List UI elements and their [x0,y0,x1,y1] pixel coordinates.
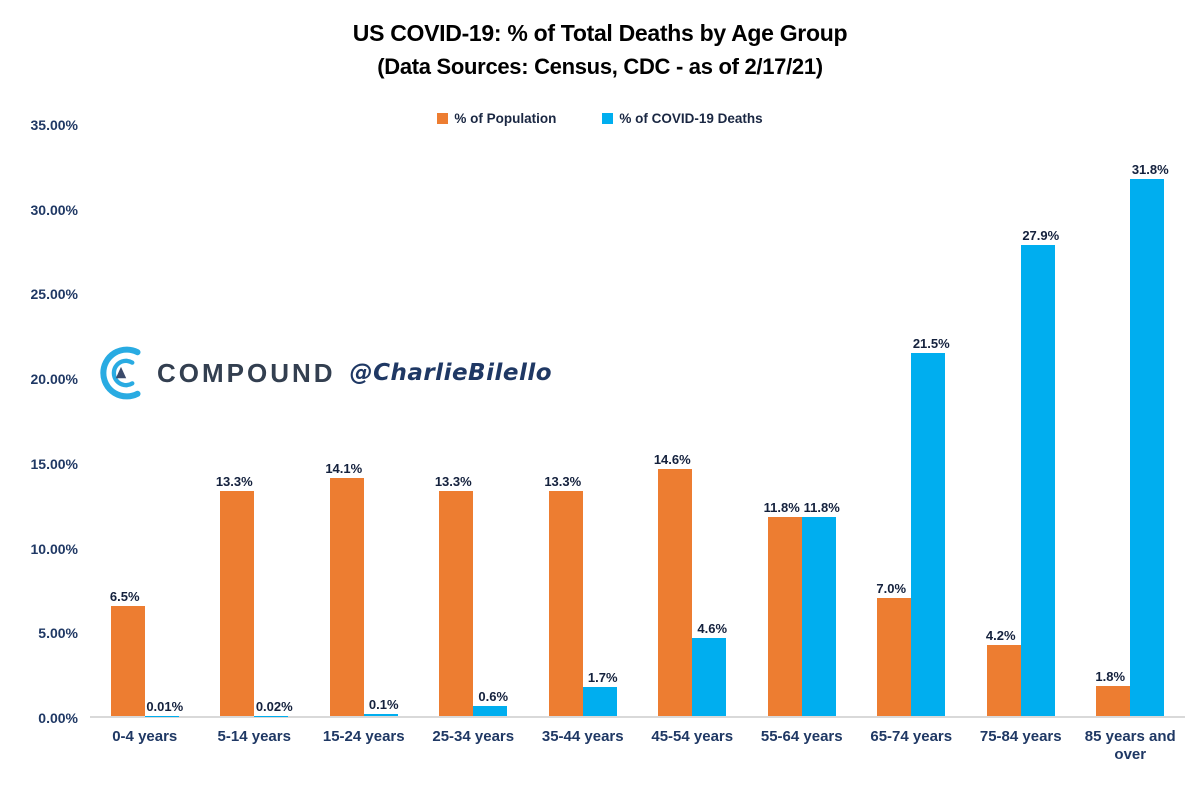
watermark: COMPOUND @CharlieBilello [95,344,552,402]
deaths-bar: 4.6% [692,622,727,716]
y-tick-label: 5.00% [38,625,78,642]
data-label: 4.6% [697,621,728,637]
deaths-bar: 31.8% [1130,163,1169,716]
bar-group: 14.1% 0.1% [309,125,419,716]
chart-subtitle: (Data Sources: Census, CDC - as of 2/17/… [377,54,823,79]
chart-title: US COVID-19: % of Total Deaths by Age Gr… [352,20,848,46]
y-axis: 0.00% 5.00% 10.00% 15.00% 20.00% 25.00% 30.00%… [0,117,78,726]
population-bar: 13.3% [216,475,255,716]
population-bar: 4.2% [986,629,1021,716]
deaths-bar: 0.6% [473,690,508,716]
population-bar: 6.5% [110,590,145,716]
data-label: 11.8% [803,499,840,515]
data-label: 0.1% [368,697,399,713]
population-bar: 11.8% [764,501,802,716]
data-label: 0.02% [255,698,293,714]
data-label: 13.3% [434,474,472,490]
bar-group: 13.3% 1.7% [528,125,638,716]
bar-group: 6.5% 0.01% [90,125,200,716]
data-label: 1.7% [587,670,618,686]
bar-group: 13.3% 0.6% [419,125,529,716]
population-bar: 14.1% [325,462,364,716]
x-tick-label: 25-34 years [432,728,515,745]
data-label: 14.6% [653,452,691,468]
brand-name: COMPOUND [157,357,336,388]
legend-label-population: % of Population [454,111,557,126]
legend-label-deaths: % of COVID-19 Deaths [619,111,763,126]
x-axis: 0-4 years 5-14 years 15-24 years 25-34 year… [90,728,1185,764]
legend-item-deaths: % of COVID-19 Deaths [602,111,763,126]
y-tick-label: 10.00% [30,540,78,557]
deaths-bar: 11.8% [801,501,840,716]
bar-group: 14.6% 4.6% [638,125,748,716]
bar-group: 13.3% 0.02% [200,125,310,716]
data-label: 0.01% [146,698,184,714]
data-label: 31.8% [1131,162,1169,178]
y-tick-label: 0.00% [38,710,78,726]
twitter-handle: @CharlieBilello [349,360,553,386]
plot-area: 6.5% 0.01% 13.3% 0.02% 14.1% 0.1% 13.3% 0.6% 13.… [90,125,1185,718]
data-label: 13.3% [544,474,582,490]
data-label: 27.9% [1022,227,1060,243]
population-bar: 13.3% [435,475,474,716]
data-label: 1.8% [1095,668,1126,684]
deaths-bar: 0.1% [363,698,399,716]
x-tick-label: 65-74 years [870,728,953,745]
deaths-swatch-icon [602,113,614,124]
data-label: 11.8% [763,499,800,515]
y-tick-label: 30.00% [30,201,78,218]
compound-logo-icon [100,346,141,400]
bar-group: 11.8% 11.8% [747,125,857,716]
deaths-bar: 21.5% [911,337,950,716]
x-tick-label: 35-44 years [541,728,624,745]
y-tick-label: 25.00% [30,286,78,303]
x-tick-label: 45-54 years [651,728,734,745]
x-tick-label: 85 years and over [1084,728,1176,763]
population-bar: 13.3% [544,475,583,716]
population-bar: 7.0% [876,582,912,716]
bar-group: 4.2% 27.9% [966,125,1076,716]
deaths-bar: 27.9% [1020,229,1059,716]
y-tick-label: 15.00% [30,455,78,472]
legend: % of Population % of COVID-19 Deaths [0,111,1200,126]
deaths-bar: 1.7% [582,671,618,716]
population-bar: 1.8% [1095,670,1131,716]
x-tick-label: 55-64 years [760,728,843,745]
chart-title-block: US COVID-19: % of Total Deaths by Age Gr… [0,20,1200,80]
data-label: 0.6% [478,688,509,704]
x-tick-label: 5-14 years [217,728,291,745]
legend-item-population: % of Population [437,111,556,126]
bar-group: 7.0% 21.5% [857,125,967,716]
population-bar: 14.6% [654,453,693,716]
data-label: 13.3% [215,474,253,490]
bar-group: 1.8% 31.8% [1076,125,1186,716]
y-tick-label: 20.00% [30,371,78,388]
population-swatch-icon [437,113,449,124]
data-label: 6.5% [109,589,140,605]
x-tick-label: 75-84 years [979,728,1062,745]
data-label: 7.0% [876,580,907,596]
x-tick-label: 15-24 years [322,728,405,745]
y-tick-label: 35.00% [30,117,78,133]
data-label: 21.5% [912,335,950,351]
x-tick-label: 0-4 years [112,728,178,745]
data-label: 4.2% [985,628,1016,644]
data-label: 14.1% [325,460,363,476]
